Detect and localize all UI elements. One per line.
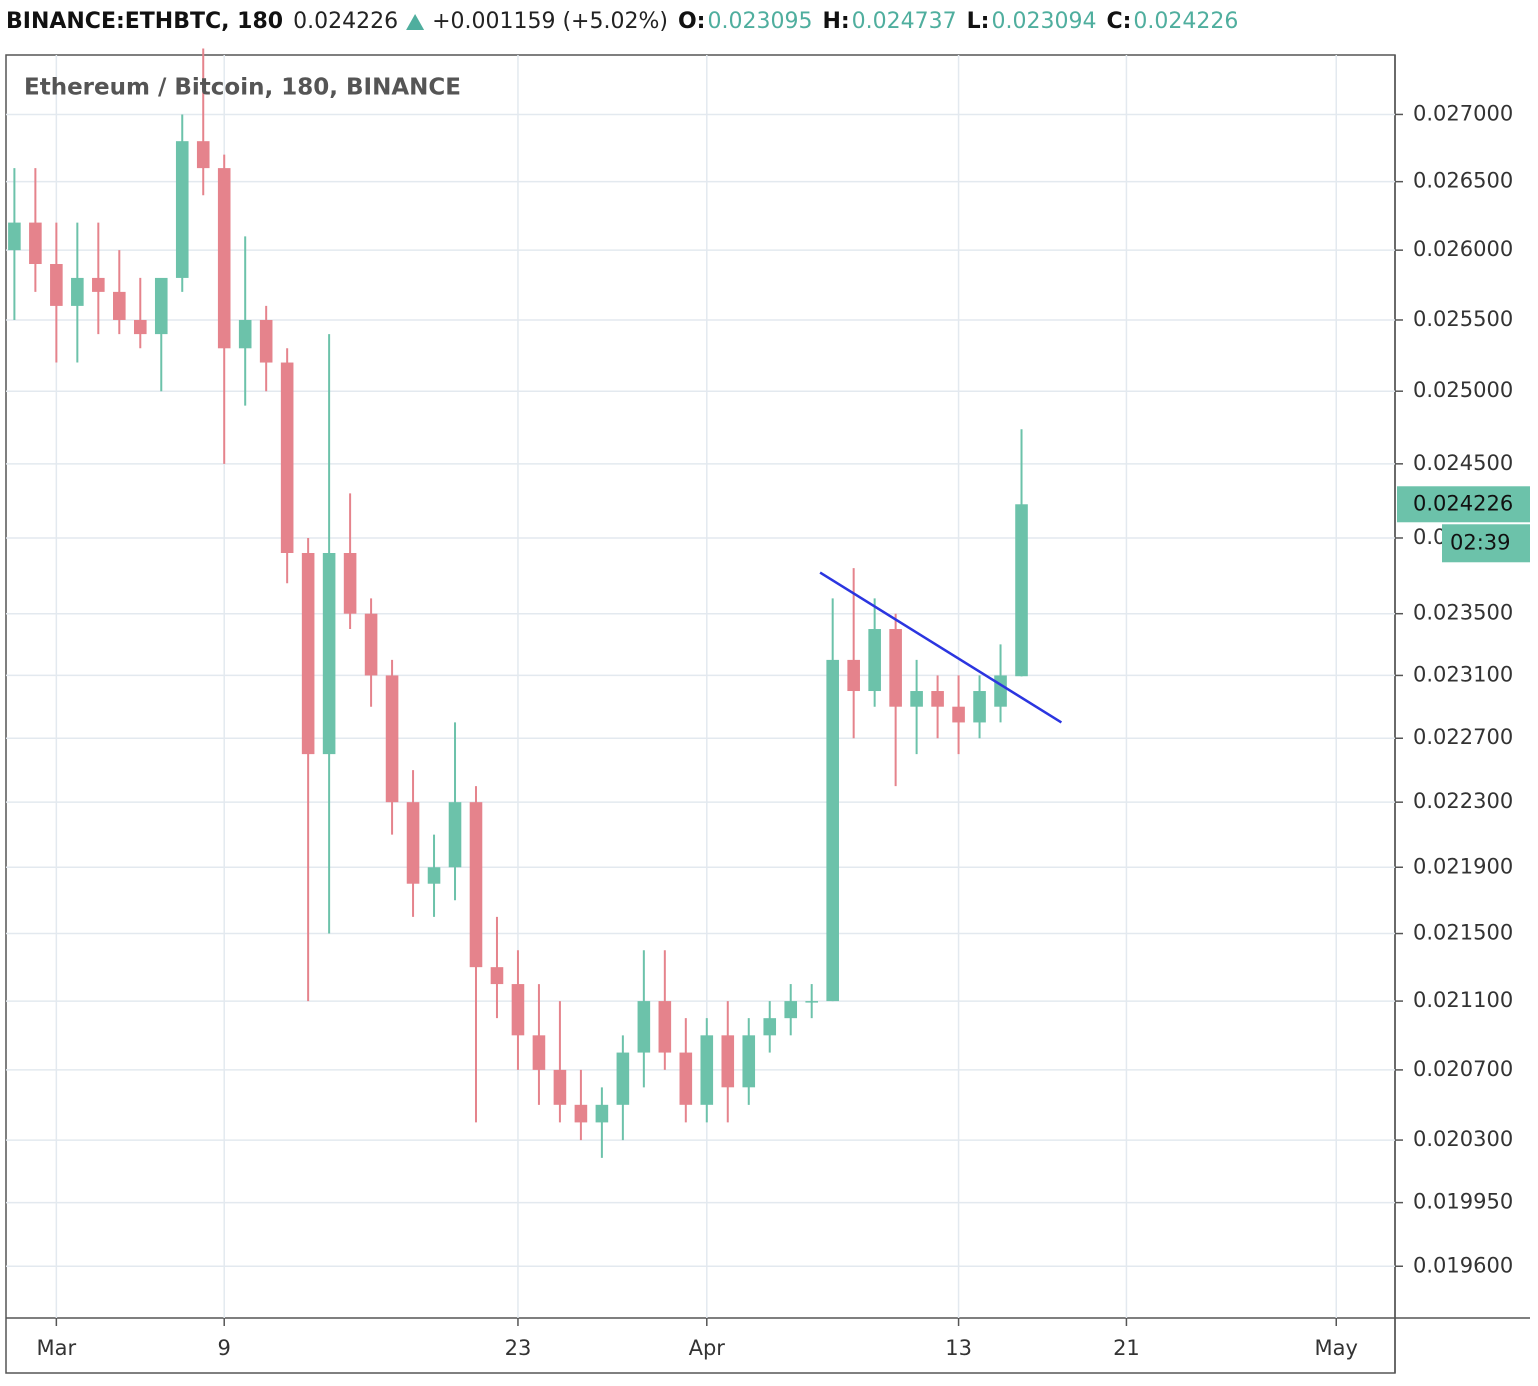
candle-body [92,277,105,292]
candle-body [8,222,21,251]
candle-body [784,1001,798,1019]
ohlc-label: L: [967,9,990,34]
candle-body [532,1035,546,1070]
candle-body [71,277,84,306]
candle-body [1015,504,1028,677]
candle-body [595,1104,609,1123]
countdown-badge [1442,524,1530,563]
y-tick-label: 0.019950 [1413,1190,1513,1214]
candle-body [931,691,944,707]
candles [8,48,1063,1158]
y-tick-label: 0.026000 [1413,237,1513,261]
candle-body [994,675,1007,707]
candle-body [658,1001,672,1053]
y-tick-label: 0.025000 [1413,378,1513,402]
candle-body [847,659,860,692]
last-price: 0.024226 [293,9,398,34]
candle-body [175,141,189,278]
candle-body [889,629,902,707]
chart-title: Ethereum / Bitcoin, 180, BINANCE [24,75,461,101]
grid [6,55,1395,1318]
price-badge [1397,486,1530,523]
candle-body [301,552,315,755]
candle-body [679,1052,693,1105]
ohlc-value: 0.024737 [852,9,957,34]
ohlc-label: H: [822,9,849,34]
candle-body [343,552,357,614]
candle-body [280,362,294,553]
candle-body [469,802,483,968]
chart-frame [5,54,1396,1374]
x-tick-label: Apr [689,1336,726,1360]
candle-body [952,706,965,723]
ohlc-label: C: [1106,9,1131,34]
candle-body [826,659,839,1002]
candle-body [763,1018,777,1036]
x-tick-label: 13 [945,1336,972,1360]
y-tick-label: 0.023500 [1413,601,1513,625]
candle-body [196,141,210,169]
candle-body [490,967,504,985]
axes: 0.027000 0.026500 0.026000 0.025500 0.025000… [37,101,1530,1360]
candle-body [427,867,441,884]
x-tick-label: 9 [218,1336,231,1360]
y-tick-label: 0.020700 [1413,1057,1513,1081]
ohlc-label: O: [678,9,706,34]
ohlc-value: 0.023094 [991,9,1096,34]
y-tick-label: 0.022700 [1413,725,1513,749]
candle-body [385,675,399,803]
candle-body [113,291,126,320]
candle-body [973,691,986,723]
candle-body [868,629,881,692]
y-tick-label: 0.027000 [1413,101,1513,125]
symbol: BINANCE:ETHBTC, 180 [6,9,283,34]
candle-body [742,1035,756,1088]
up-arrow [406,14,425,30]
y-tick-label: 0.022300 [1413,789,1513,813]
candle-body [700,1035,714,1105]
candle-body [805,1001,818,1003]
ohlc-value: 0.023095 [707,9,812,34]
candle-body [322,552,336,755]
candle-body [910,691,923,707]
candle-body [574,1104,588,1123]
y-tick-label: 0.019600 [1413,1253,1513,1277]
change: +0.001159 (+5.02%) [432,9,668,34]
candle-body [133,319,147,335]
y-tick-label: 0.024500 [1413,451,1513,475]
candle-body [511,984,525,1036]
price-badge-label: 0.024226 [1413,491,1513,515]
x-tick-label: 21 [1113,1336,1140,1360]
y-tick-label: 0.025500 [1413,307,1513,331]
y-tick-label: 0.023100 [1413,662,1513,686]
candle-body [259,319,273,363]
x-tick-label: Mar [37,1336,77,1360]
candle-body [217,168,231,349]
y-tick-label: 0.021100 [1413,988,1513,1012]
candle-body [721,1035,735,1088]
candle-body [553,1069,567,1105]
y-tick-label: 0.020300 [1413,1127,1513,1151]
y-tick-label: 0.021900 [1413,854,1513,878]
header: BINANCE:ETHBTC, 180 0.024226 +0.001159 (+5… [6,9,1238,34]
y-tick-label: 0.026500 [1413,169,1513,193]
candle-body [637,1001,651,1053]
ohlc-value: 0.024226 [1133,9,1238,34]
candle-body [238,319,252,349]
y-tick-label: 0.021500 [1413,921,1513,945]
candle-body [50,264,63,306]
trend-line [819,571,1063,724]
x-tick-label: 23 [505,1336,532,1360]
candle-body [406,802,420,884]
candle-body [154,277,168,335]
x-tick-label: May [1315,1336,1358,1360]
countdown-label: 02:39 [1450,530,1511,554]
candle-body [364,613,378,676]
candle-body [448,802,462,868]
candle-body [616,1052,630,1105]
candle-body [29,222,42,265]
